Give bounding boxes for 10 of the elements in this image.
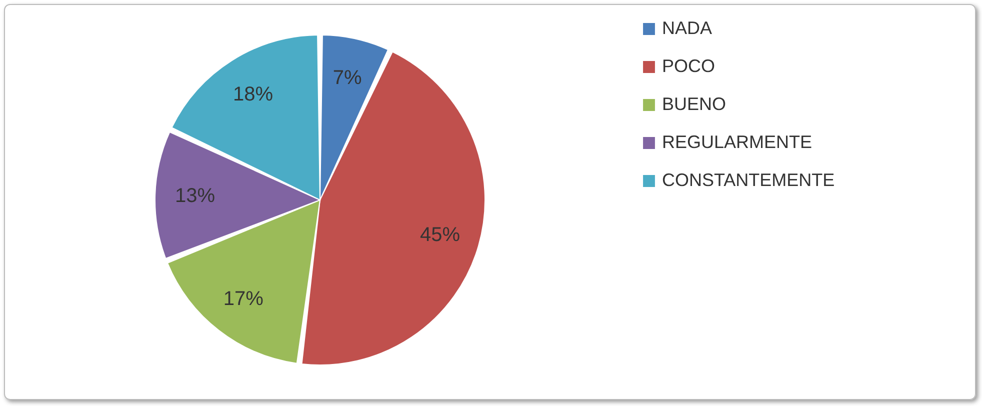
data-label: 13% bbox=[175, 185, 216, 208]
data-label: 7% bbox=[332, 67, 362, 90]
legend-label: NADA bbox=[662, 18, 712, 38]
data-label: 18% bbox=[233, 83, 274, 106]
legend-label: POCO bbox=[662, 56, 716, 76]
legend-label: REGULARMENTE bbox=[662, 132, 812, 152]
data-label: 45% bbox=[420, 224, 460, 246]
data-label: 17% bbox=[223, 288, 264, 310]
legend-label: CONSTANTEMENTE bbox=[662, 170, 835, 190]
legend-label: BUENO bbox=[662, 94, 726, 114]
